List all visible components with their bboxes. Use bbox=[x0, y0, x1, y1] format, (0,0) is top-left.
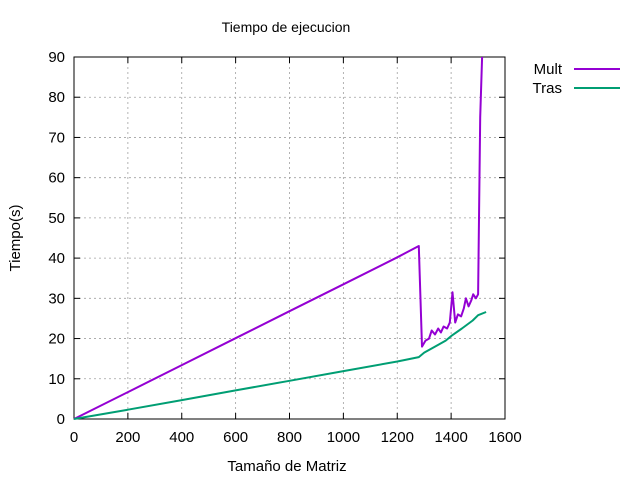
x-axis-label: Tamaño de Matriz bbox=[227, 458, 346, 475]
grid bbox=[74, 57, 505, 419]
series-line-mult bbox=[73, 56, 484, 420]
y-tick-label: 0 bbox=[57, 411, 65, 428]
chart-title: Tiempo de ejecucion bbox=[222, 19, 351, 35]
y-axis: 0 10 20 30 40 50 60 70 80 90 bbox=[48, 49, 505, 428]
x-tick-label: 200 bbox=[115, 429, 140, 446]
x-tick-label: 1200 bbox=[381, 429, 414, 446]
legend-label-tras: Tras bbox=[533, 80, 562, 97]
y-tick-label: 10 bbox=[48, 371, 65, 388]
x-tick-label: 600 bbox=[223, 429, 248, 446]
y-tick-label: 60 bbox=[48, 170, 65, 187]
y-axis-label: Tiempo(s) bbox=[7, 205, 24, 272]
y-tick-label: 40 bbox=[48, 250, 65, 267]
x-tick-label: 400 bbox=[169, 429, 194, 446]
legend-label-mult: Mult bbox=[534, 61, 563, 78]
x-tick-label: 800 bbox=[277, 429, 302, 446]
y-tick-label: 30 bbox=[48, 290, 65, 307]
y-tick-label: 80 bbox=[48, 89, 65, 106]
y-tick-label: 70 bbox=[48, 129, 65, 146]
y-tick-label: 50 bbox=[48, 210, 65, 227]
x-tick-label: 0 bbox=[70, 429, 78, 446]
y-tick-label: 20 bbox=[48, 331, 65, 348]
legend: Mult Tras bbox=[533, 61, 620, 97]
series-group bbox=[73, 56, 487, 420]
x-tick-label: 1000 bbox=[327, 429, 360, 446]
y-tick-label: 90 bbox=[48, 49, 65, 66]
series-line-tras bbox=[73, 311, 487, 420]
x-axis: 0 200 400 600 800 1000 1200 1400 1600 bbox=[70, 57, 522, 446]
x-tick-label: 1400 bbox=[434, 429, 467, 446]
x-tick-label: 1600 bbox=[488, 429, 521, 446]
